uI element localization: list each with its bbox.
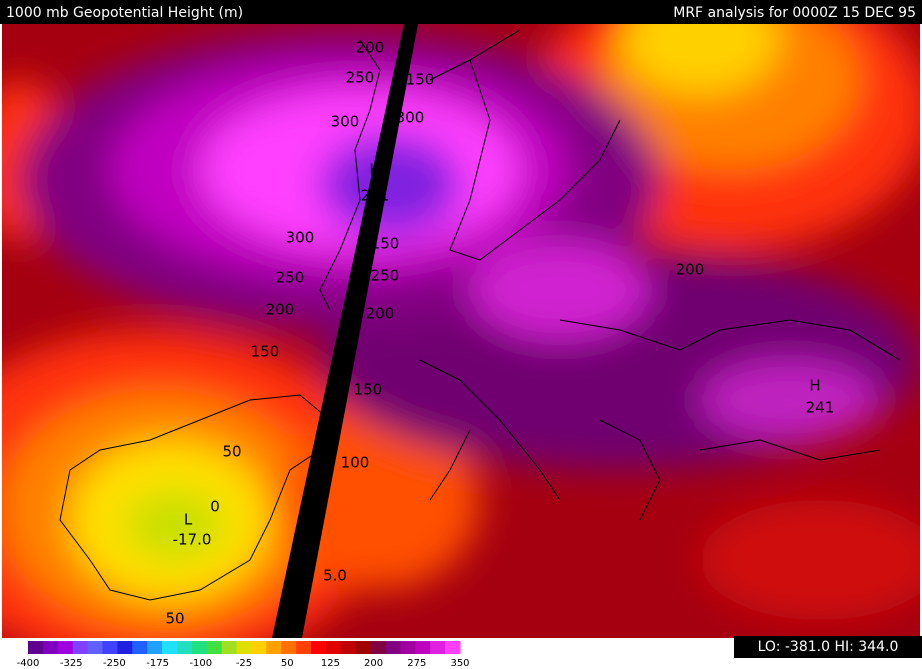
- colorbar-tick-label: 50: [281, 658, 294, 669]
- colorbar: -400 -325 -250 -175 -100 -25 50 125 200 275 350: [17, 641, 470, 669]
- contour-label: 200: [266, 301, 295, 319]
- colorbar-swatch: [325, 641, 342, 654]
- colorbar-swatch: [445, 641, 461, 654]
- colorbar-swatch: [281, 641, 297, 654]
- colorbar-swatch: [221, 641, 238, 654]
- colorbar-swatch: [370, 641, 387, 654]
- colorbar-swatch: [430, 641, 446, 654]
- colorbar-swatch: [87, 641, 103, 654]
- contour-label: 300: [331, 113, 360, 131]
- colorbar-swatch: [340, 641, 357, 654]
- contour-label: 300: [286, 229, 315, 247]
- colorbar-tick-label: -400: [17, 658, 40, 669]
- data-gap-band: [272, 24, 418, 638]
- colorbar-swatch: [57, 641, 74, 654]
- contour-label: 100: [341, 454, 370, 472]
- colorbar-swatch: [147, 641, 163, 654]
- contour-label: 300: [396, 109, 425, 127]
- colorbar-swatch: [266, 641, 282, 654]
- contour-label: L: [184, 511, 193, 529]
- colorbar-swatch: [355, 641, 372, 654]
- colorbar-swatch: [162, 641, 178, 654]
- contour-label: 5.0: [323, 567, 347, 585]
- contour-label: 200: [366, 305, 395, 323]
- colorbar-swatch: [191, 641, 208, 654]
- contour-label: 250: [346, 69, 375, 87]
- contour-label: 50: [165, 610, 184, 628]
- contour-label: 50: [222, 443, 241, 461]
- contour-label: 200: [356, 39, 385, 57]
- contour-label: 150: [251, 343, 280, 361]
- contour-label: 150: [371, 235, 400, 253]
- contour-label: 241: [806, 399, 835, 417]
- colorbar-swatch: [296, 641, 312, 654]
- colorbar-tick-label: -175: [146, 658, 169, 669]
- extremes: LO: -381.0 HI: 344.0: [758, 639, 899, 655]
- run-info: MRF analysis for 0000Z 15 DEC 95: [673, 5, 916, 21]
- colorbar-swatch: [206, 641, 223, 654]
- contour-label: 0: [210, 498, 220, 516]
- colorbar-swatch: [42, 641, 59, 654]
- colorbar-swatch: [176, 641, 193, 654]
- footer-box: [734, 636, 922, 658]
- contour-label: 241: [361, 187, 390, 205]
- colorbar-tick-label: -100: [189, 658, 212, 669]
- contour-label: H: [369, 161, 380, 179]
- colorbar-swatch: [28, 641, 44, 654]
- colorbar-tick-label: 350: [450, 658, 469, 669]
- colorbar-tick-label: 200: [364, 658, 383, 669]
- contour-label: 150: [354, 381, 383, 399]
- map-title: 1000 mb Geopotential Height (m): [6, 5, 243, 21]
- colorbar-swatch: [415, 641, 431, 654]
- colorbar-tick-label: 125: [321, 658, 340, 669]
- contour-label: 150: [406, 71, 435, 89]
- contour-label: 250: [276, 269, 305, 287]
- colorbar-swatch: [311, 641, 327, 654]
- contour-label: H: [809, 377, 820, 395]
- colorbar-swatch: [400, 641, 416, 654]
- colorbar-tick-label: -25: [236, 658, 252, 669]
- colorbar-swatch: [132, 641, 148, 654]
- contour-label: 200: [676, 261, 705, 279]
- colorbar-tick-label: 275: [407, 658, 426, 669]
- colorbar-tick-label: -325: [60, 658, 83, 669]
- colorbar-tick-label: -250: [103, 658, 126, 669]
- contour-label: 250: [371, 267, 400, 285]
- header-bar: [0, 0, 922, 24]
- colorbar-swatch: [385, 641, 401, 654]
- colorbar-swatch: [236, 641, 252, 654]
- colorbar-swatch: [117, 641, 133, 654]
- colorbar-swatch: [102, 641, 118, 654]
- colorbar-swatch: [72, 641, 89, 654]
- contour-label: -17.0: [173, 531, 212, 549]
- colorbar-swatch: [251, 641, 267, 654]
